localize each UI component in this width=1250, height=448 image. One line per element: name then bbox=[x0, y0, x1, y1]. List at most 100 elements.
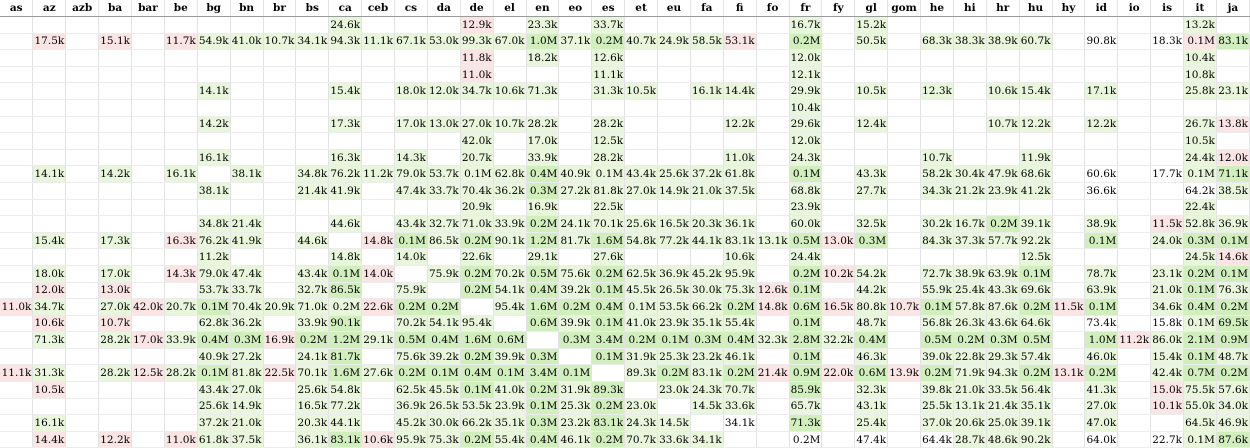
table-cell bbox=[1117, 232, 1152, 250]
table-cell bbox=[65, 132, 100, 150]
table-cell: 60.0k bbox=[789, 215, 823, 233]
table-cell bbox=[1052, 132, 1086, 150]
table-cell: 71.0k bbox=[460, 215, 494, 233]
table-cell: 16.9k bbox=[526, 199, 560, 217]
table-cell: 64.6k bbox=[1019, 315, 1053, 333]
table-cell bbox=[164, 199, 198, 217]
table-cell bbox=[460, 298, 494, 316]
table-cell: 3.4M bbox=[591, 331, 626, 349]
table-cell bbox=[756, 348, 790, 366]
table-cell: 0.2M bbox=[1019, 364, 1053, 383]
table-cell bbox=[657, 132, 691, 150]
table-cell: 11.2k bbox=[1117, 331, 1152, 349]
table-cell: 36.1k bbox=[723, 215, 757, 233]
table-cell: 75.9k bbox=[394, 282, 428, 300]
table-header: as az azb ba bar be bg bn br bs ca ceb cs da de el en eo e… bbox=[0, 0, 1250, 17]
table-cell: 24.4k bbox=[789, 248, 823, 266]
table-cell bbox=[887, 165, 921, 183]
table-cell bbox=[887, 49, 921, 67]
table-cell: 14.6k bbox=[1216, 248, 1250, 266]
table-cell bbox=[263, 381, 297, 399]
table-cell: 39.1k bbox=[1019, 215, 1053, 233]
table-cell: 0.1M bbox=[591, 348, 626, 366]
table-cell bbox=[32, 215, 67, 233]
table-row: 14.1k 15.4k 18.0k 12.0k 34.7k 10.6k 71.3k 31.3k… bbox=[0, 82, 1250, 100]
table-cell bbox=[361, 49, 395, 67]
table-cell: 0.1M bbox=[558, 364, 593, 383]
table-row: 11.0k 11.1k 12.1k 10.8k bbox=[0, 66, 1250, 84]
table-cell bbox=[164, 381, 198, 399]
table-cell bbox=[65, 182, 100, 200]
table-cell: 25.0k bbox=[986, 414, 1020, 432]
table-cell: 23.2k bbox=[558, 414, 593, 432]
table-cell bbox=[32, 248, 67, 266]
table-cell bbox=[558, 82, 593, 100]
table-cell: 67.0k bbox=[493, 33, 527, 51]
table-cell: 90.1k bbox=[493, 232, 527, 250]
table-cell: 83.1k bbox=[1216, 33, 1250, 51]
table-cell bbox=[953, 49, 987, 67]
table-cell bbox=[1052, 16, 1086, 34]
table-cell: 46.1k bbox=[558, 431, 593, 448]
table-cell bbox=[887, 331, 921, 349]
table-row: 14.2k 17.3k 17.0k 13.0k 27.0k 10.7k 28.2k 28.2k… bbox=[0, 116, 1250, 134]
table-cell: 34.7k bbox=[32, 298, 67, 316]
column-header-az: az bbox=[32, 0, 67, 17]
table-cell: 0.3M bbox=[526, 414, 560, 432]
table-cell bbox=[65, 199, 100, 217]
table-cell: 16.1k bbox=[197, 149, 231, 167]
table-cell: 13.2k bbox=[1183, 16, 1217, 34]
table-cell bbox=[887, 82, 921, 100]
table-cell bbox=[65, 282, 100, 300]
table-cell: 24.3k bbox=[690, 381, 724, 399]
table-cell bbox=[0, 265, 34, 283]
table-cell: 27.2k bbox=[558, 182, 593, 200]
table-cell bbox=[624, 16, 658, 34]
table-cell: 37.0k bbox=[920, 414, 954, 432]
table-cell bbox=[526, 99, 560, 117]
table-cell: 85.9k bbox=[789, 381, 823, 399]
table-cell: 0.2M bbox=[460, 348, 494, 366]
table-cell: 81.8k bbox=[591, 182, 626, 200]
table-cell bbox=[1052, 315, 1086, 333]
table-cell bbox=[427, 99, 461, 117]
table-cell: 0.1M bbox=[328, 265, 363, 283]
table-cell: 86.5k bbox=[427, 232, 461, 250]
table-cell bbox=[394, 49, 428, 67]
table-cell bbox=[821, 348, 856, 366]
table-cell: 30.4k bbox=[953, 165, 987, 183]
table-cell: 10.7k bbox=[920, 149, 954, 167]
table-cell: 13.0k bbox=[427, 116, 461, 134]
table-cell bbox=[493, 49, 527, 67]
table-cell: 0.1M bbox=[624, 298, 658, 316]
table-cell bbox=[1117, 66, 1152, 84]
table-cell: 15.4k bbox=[1019, 82, 1053, 100]
table-cell: 43.4k bbox=[624, 165, 658, 183]
table-cell bbox=[1052, 398, 1086, 416]
table-cell: 37.5k bbox=[230, 431, 264, 448]
table-cell: 23.0k bbox=[657, 381, 691, 399]
table-cell bbox=[460, 99, 494, 117]
table-cell: 76.2k bbox=[328, 165, 363, 183]
column-header-hr: hr bbox=[986, 0, 1020, 17]
table-cell bbox=[361, 248, 395, 266]
table-cell: 61.8k bbox=[723, 165, 757, 183]
table-cell bbox=[1052, 248, 1086, 266]
table-cell: 14.8k bbox=[756, 298, 790, 316]
table-cell bbox=[263, 99, 297, 117]
column-header-fy: fy bbox=[821, 0, 856, 17]
table-cell: 34.0k bbox=[1216, 398, 1250, 416]
table-row: 11.0k 34.7k 27.0k 42.0k 20.7k 0.1M 70.4k 20.9k 7… bbox=[0, 298, 1250, 316]
table-cell bbox=[263, 431, 297, 448]
table-cell bbox=[756, 381, 790, 399]
table-row: 10.4k bbox=[0, 99, 1250, 117]
table-cell bbox=[1052, 414, 1086, 432]
table-cell: 40.9k bbox=[558, 165, 593, 183]
table-cell bbox=[65, 99, 100, 117]
table-cell bbox=[295, 132, 330, 150]
table-cell bbox=[361, 149, 395, 167]
table-cell bbox=[65, 381, 100, 399]
table-cell: 25.8k bbox=[1183, 82, 1217, 100]
table-cell bbox=[394, 132, 428, 150]
table-cell bbox=[0, 82, 34, 100]
